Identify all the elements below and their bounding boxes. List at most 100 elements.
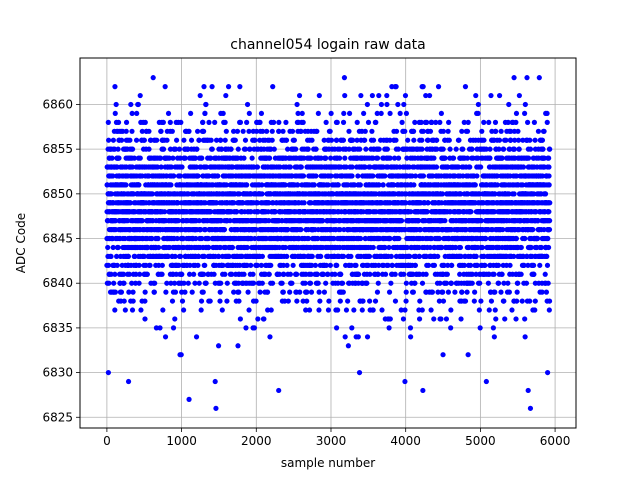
- data-point: [176, 262, 182, 268]
- data-point: [164, 280, 170, 286]
- data-point: [472, 289, 478, 295]
- data-point: [133, 271, 139, 277]
- data-point: [447, 146, 453, 152]
- data-point: [364, 280, 370, 286]
- data-point: [387, 316, 393, 322]
- data-point: [448, 325, 454, 331]
- data-point: [375, 155, 381, 161]
- data-point: [305, 235, 312, 242]
- data-point: [203, 280, 209, 286]
- data-point: [472, 182, 478, 188]
- data-point: [309, 253, 315, 260]
- data-point: [266, 271, 272, 277]
- data-point: [163, 289, 169, 295]
- data-point: [358, 92, 364, 99]
- data-point: [315, 280, 321, 286]
- data-point: [156, 262, 162, 268]
- data-point: [433, 164, 440, 170]
- data-point: [448, 307, 454, 313]
- data-point: [246, 307, 252, 313]
- data-point: [196, 137, 202, 143]
- data-point: [237, 316, 243, 322]
- data-point: [199, 155, 205, 161]
- data-point: [306, 307, 313, 313]
- data-point: [207, 298, 213, 304]
- data-point: [201, 253, 207, 260]
- data-point: [142, 289, 148, 295]
- data-point: [465, 119, 471, 125]
- data-point: [446, 137, 452, 143]
- data-point: [395, 101, 401, 108]
- data-point: [251, 325, 258, 331]
- data-point: [130, 289, 136, 295]
- data-point: [327, 128, 333, 134]
- data-point: [129, 280, 135, 286]
- data-point: [211, 271, 217, 277]
- data-point: [431, 316, 437, 322]
- data-point: [284, 253, 290, 260]
- data-point: [321, 137, 327, 143]
- data-point: [153, 325, 160, 331]
- data-points: [104, 75, 553, 411]
- data-point: [167, 146, 174, 152]
- data-point: [192, 155, 198, 161]
- data-point: [312, 262, 319, 268]
- data-point: [189, 289, 195, 295]
- data-point: [308, 271, 314, 277]
- data-point: [110, 244, 116, 251]
- data-point: [334, 262, 340, 268]
- data-point: [181, 137, 187, 143]
- data-point: [471, 298, 477, 304]
- data-point: [231, 289, 237, 295]
- data-point: [129, 307, 136, 313]
- data-point: [216, 253, 222, 260]
- data-point: [444, 271, 450, 277]
- data-point: [408, 334, 414, 340]
- data-point: [363, 146, 369, 152]
- data-point: [434, 137, 440, 143]
- data-point: [356, 369, 363, 376]
- data-point: [367, 271, 373, 277]
- data-point: [311, 182, 317, 188]
- data-point: [179, 271, 185, 277]
- data-point: [202, 200, 208, 206]
- data-point: [283, 137, 290, 143]
- data-point: [427, 128, 434, 134]
- data-point: [217, 289, 223, 295]
- data-point: [370, 307, 376, 313]
- data-point: [287, 164, 293, 170]
- data-point: [360, 298, 366, 304]
- data-point: [252, 235, 258, 242]
- data-point: [196, 280, 202, 286]
- data-point: [115, 146, 121, 152]
- data-point: [186, 128, 192, 134]
- data-point: [403, 110, 410, 117]
- data-point: [382, 173, 388, 179]
- data-point: [425, 200, 431, 206]
- data-point: [440, 352, 446, 358]
- data-point: [449, 262, 455, 268]
- data-point: [300, 298, 306, 304]
- data-point: [223, 128, 229, 134]
- data-point: [241, 155, 247, 161]
- data-point: [276, 119, 282, 125]
- data-point: [402, 92, 409, 99]
- data-point: [316, 307, 322, 313]
- data-point: [170, 155, 176, 161]
- data-point: [114, 262, 120, 268]
- data-point: [151, 289, 157, 295]
- data-point: [442, 155, 448, 161]
- data-point: [473, 253, 479, 260]
- data-point: [358, 235, 364, 242]
- data-point: [122, 307, 128, 313]
- data-point: [202, 110, 208, 117]
- data-point: [342, 92, 348, 99]
- data-point: [283, 119, 289, 125]
- data-point: [236, 191, 243, 197]
- data-point: [178, 253, 184, 260]
- data-point: [235, 343, 241, 349]
- data-point: [298, 164, 304, 170]
- data-point: [196, 218, 202, 224]
- data-point: [271, 146, 277, 152]
- data-point: [177, 173, 183, 179]
